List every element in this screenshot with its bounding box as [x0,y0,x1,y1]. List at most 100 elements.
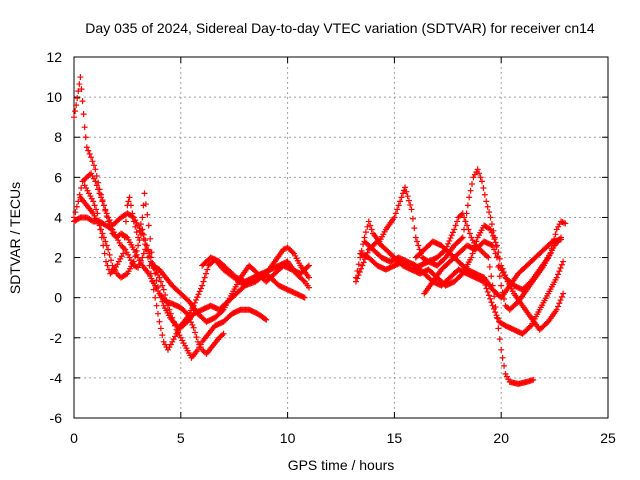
data-point [94,210,101,217]
data-point [153,302,160,309]
data-point [493,312,500,319]
data-point [547,250,554,257]
data-point [95,186,102,193]
y-tick-label: 12 [46,49,62,65]
data-point [489,242,496,249]
y-tick-label: -4 [50,370,63,386]
data-point [155,283,162,290]
data-point [196,288,203,295]
data-point [120,250,127,257]
data-point [137,257,144,264]
data-point [126,194,133,201]
data-point [132,223,139,230]
data-point [490,232,497,239]
data-point [464,202,471,209]
data-point [503,275,510,282]
data-point [152,294,159,301]
data-point [83,144,90,151]
data-point [96,190,103,197]
data-point [492,250,499,257]
data-point [135,234,142,241]
data-point [92,178,99,185]
data-point [123,271,130,278]
data-point [159,282,166,289]
data-point [560,290,567,297]
data-point [502,272,509,279]
data-point [71,114,77,121]
data-point [85,147,92,154]
data-point [148,249,155,256]
y-tick-labels: -6 -4 -2 0 2 4 6 8 10 12 [46,49,62,426]
data-point [77,74,84,81]
data-point [136,227,143,234]
data-point [394,206,401,213]
data-point [355,261,362,268]
data-point [197,285,204,292]
data-point [145,222,152,229]
data-point [193,296,200,303]
data-point [203,270,210,277]
data-point [78,86,85,93]
data-point [192,329,199,336]
data-point [157,278,164,285]
data-point [409,215,416,222]
data-point [150,286,157,293]
data-point [558,236,565,243]
data-point [365,218,372,225]
data-point [102,238,109,245]
y-tick-label: 8 [54,129,62,145]
data-point [133,247,140,254]
data-point [101,250,108,257]
data-point [368,226,375,233]
series-6 [199,254,312,291]
data-point [467,187,474,194]
data-point [469,250,476,257]
data-point [129,210,136,217]
data-point [166,306,173,313]
data-point [96,222,103,229]
data-point [301,294,308,301]
data-point [464,222,471,229]
data-point [125,198,132,205]
data-point [486,225,493,232]
data-point [143,242,150,249]
data-point [90,162,97,169]
data-point [194,294,201,301]
data-point [557,297,564,304]
data-point [459,234,466,241]
data-point [501,362,508,369]
data-point [75,88,82,95]
data-point [355,272,362,279]
data-point [139,226,146,233]
data-point [362,229,369,236]
data-point [489,302,496,309]
data-point [99,230,106,237]
data-point [76,81,83,88]
data-point [487,295,494,302]
data-point [447,235,454,242]
data-point [91,202,98,209]
data-point [169,314,176,321]
data-point [75,198,82,205]
data-point [526,323,533,330]
data-point [405,197,412,204]
data-point [153,277,160,284]
data-point [476,170,483,177]
data-point [162,291,169,298]
data-point [305,284,312,291]
data-point [556,268,563,275]
x-tick-label: 0 [70,430,78,446]
data-point [487,214,494,221]
data-point [103,210,110,217]
data-point [172,322,179,329]
y-tick-label: 4 [54,209,62,225]
data-point [93,182,100,189]
data-point [473,238,480,245]
data-point [100,242,107,249]
series-4 [77,194,270,361]
data-point [163,297,170,304]
data-point [499,265,506,272]
data-point [155,310,162,317]
data-point [144,211,151,218]
data-point [159,298,166,305]
